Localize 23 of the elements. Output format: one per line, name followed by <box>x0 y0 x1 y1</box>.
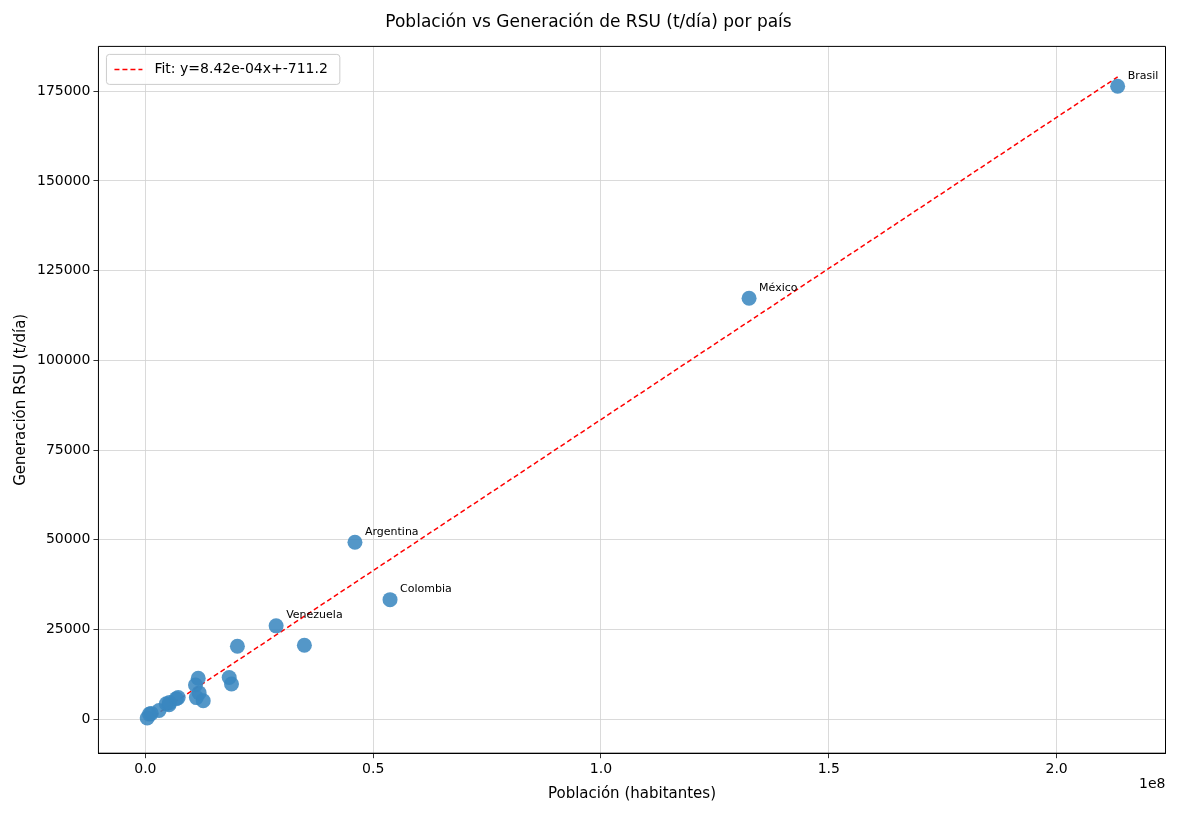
y-tick-label: 175000 <box>36 81 91 98</box>
y-tick-label: 0 <box>81 709 91 726</box>
x-tick-label: 1.0 <box>589 760 613 777</box>
text: 1e8 <box>1139 774 1166 791</box>
y-tick-label: 25000 <box>45 620 91 637</box>
chart-title: Población vs Generación de RSU (t/día) por país <box>385 10 792 31</box>
x-tick-label: 2.0 <box>1045 760 1068 777</box>
x-tick-label: 1.5 <box>817 760 840 777</box>
annotation: Colombia <box>400 582 452 595</box>
annotation: Venezuela <box>286 608 343 622</box>
y-tick-label: 75000 <box>45 440 91 457</box>
legend-label: Fit: y=8.42e-04x+-711.2 <box>154 60 328 77</box>
annotation: México <box>759 280 798 294</box>
y-tick-label: 100000 <box>36 350 91 367</box>
x-tick-label: 0.0 <box>134 760 157 777</box>
x-axis-title: Población (habitantes) <box>547 783 716 802</box>
y-tick-label: 150000 <box>36 171 91 188</box>
y-tick-label: 50000 <box>45 530 91 547</box>
y-axis-title: Generación RSU (t/día) <box>10 313 29 486</box>
annotation: Brasil <box>1127 68 1159 82</box>
x-tick-label: 0.5 <box>362 760 385 777</box>
y-tick-label: 125000 <box>36 261 91 278</box>
annotation: Argentina <box>364 524 419 538</box>
